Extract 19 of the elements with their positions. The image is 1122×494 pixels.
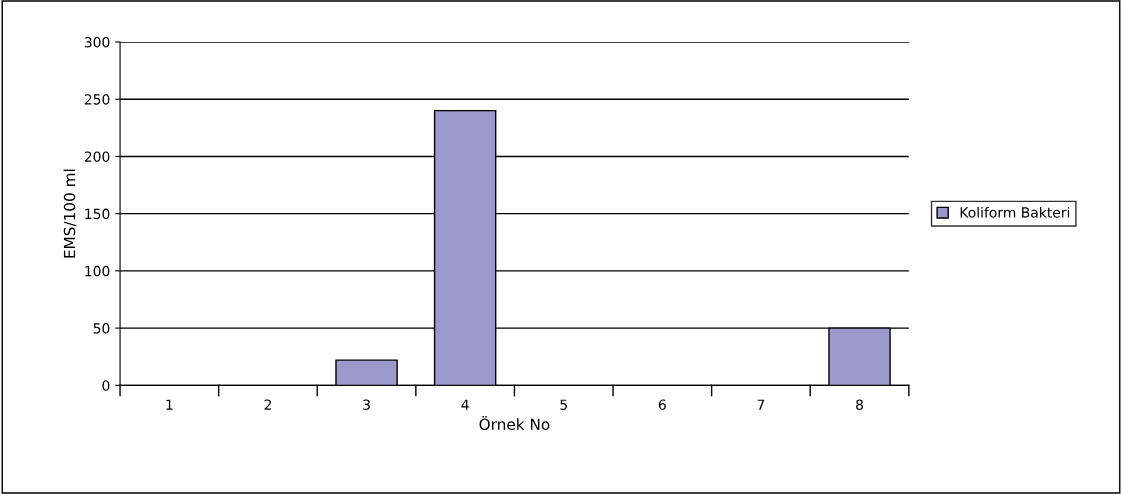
y-axis-title: EMS/100 ml (63, 169, 77, 258)
y-tick-label: 0 (102, 380, 110, 391)
y-tick-label: 50 (93, 323, 110, 334)
y-tick-label: 300 (84, 36, 110, 48)
x-tick-label: 7 (757, 399, 765, 410)
y-tick-label: 250 (84, 94, 110, 105)
x-tick-label: 3 (363, 399, 370, 410)
x-axis-title: Örnek No (479, 415, 550, 431)
x-tick-label: 1 (166, 399, 173, 410)
x-tick-label: 5 (560, 399, 567, 410)
x-tick-label: 6 (658, 399, 666, 410)
y-tick-label: 200 (84, 151, 110, 162)
x-tick-label: 2 (264, 399, 271, 410)
y-tick-label: 150 (85, 208, 110, 220)
bar (335, 359, 398, 386)
legend-label: Koliform Bakteri (960, 206, 1070, 218)
x-tick-label: 8 (856, 399, 863, 410)
x-tick-label: 4 (461, 399, 469, 410)
y-tick-label: 100 (85, 265, 110, 277)
